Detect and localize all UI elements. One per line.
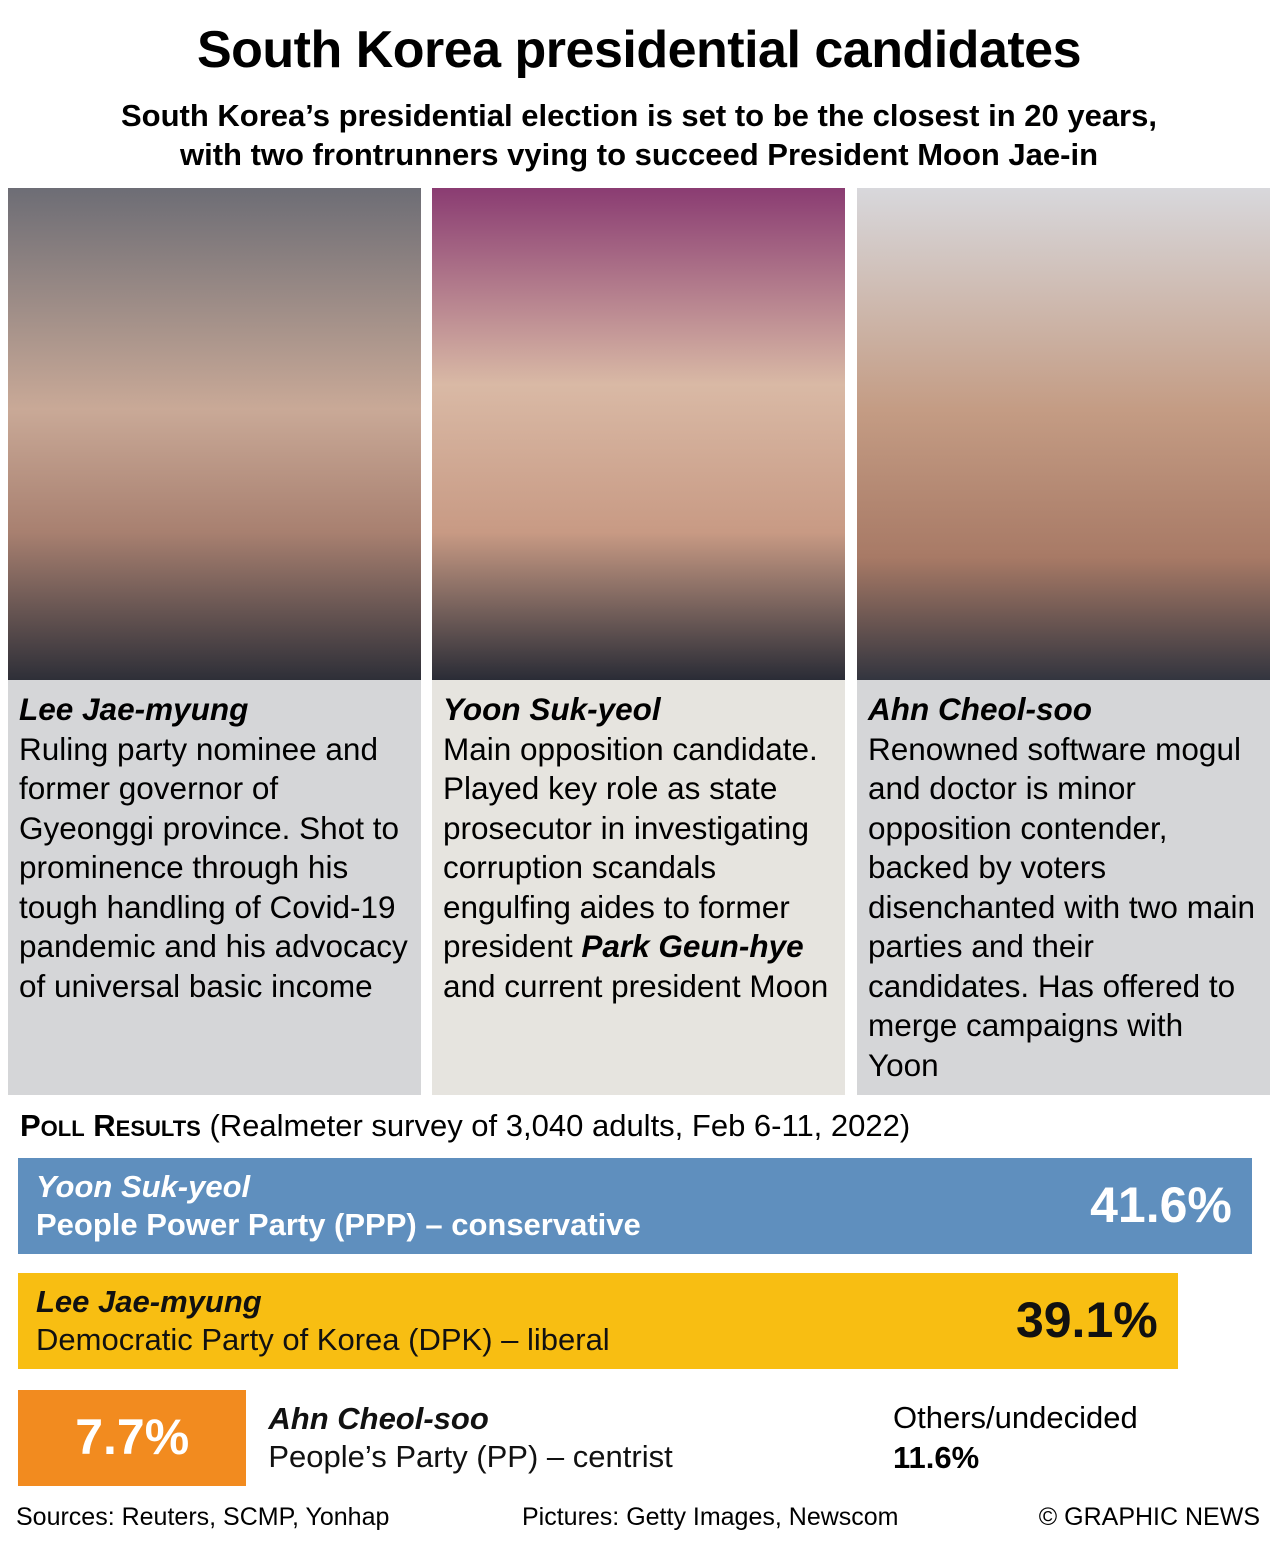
bio-text: Renowned software mogul and doctor is mi… bbox=[868, 730, 1255, 1083]
bio-emphasis: Park Geun-hye bbox=[581, 928, 804, 964]
others-name: Others/undecided bbox=[893, 1400, 1138, 1435]
candidate-name: Lee Jae-myung bbox=[19, 691, 249, 727]
pictures: Pictures: Getty Images, Newscom bbox=[522, 1503, 899, 1531]
poll-subtitle: (Realmeter survey of 3,040 adults, Feb 6… bbox=[209, 1108, 911, 1143]
candidate-bio: Main opposition candidate. Played key ro… bbox=[443, 730, 835, 1007]
bar bbox=[18, 1158, 1252, 1254]
bar-category: Yoon Suk-yeol bbox=[36, 1169, 251, 1204]
poll-heading: Poll Results (Realmeter survey of 3,040 … bbox=[20, 1108, 910, 1144]
value-label: 7.7% bbox=[75, 1409, 190, 1465]
candidate-name: Yoon Suk-yeol bbox=[443, 691, 661, 727]
bar bbox=[18, 1273, 1178, 1369]
sources: Sources: Reuters, SCMP, Yonhap bbox=[16, 1503, 390, 1531]
bar bbox=[18, 1390, 247, 1486]
candidate-name: Ahn Cheol-soo bbox=[868, 691, 1092, 727]
credit: © GRAPHIC NEWS bbox=[1038, 1503, 1260, 1531]
value-label: 41.6% bbox=[1090, 1177, 1232, 1233]
bar-text: Lee Jae-myung Democratic Party of Korea (… bbox=[36, 1283, 610, 1359]
value-label: 39.1% bbox=[1015, 1292, 1158, 1348]
bar-party: People’s Party (PP) – centrist bbox=[268, 1439, 673, 1474]
subtitle: South Korea’s presidential election is s… bbox=[121, 98, 1157, 133]
photo bbox=[857, 188, 1270, 680]
others: Others/undecided 11.6% bbox=[893, 1398, 1138, 1478]
bar-text: Yoon Suk-yeol People Power Party (PPP) – … bbox=[36, 1168, 641, 1244]
bio-text: Main opposition candidate. Played key ro… bbox=[443, 730, 818, 965]
photo bbox=[8, 188, 421, 680]
bio-text: Ruling party nominee and former governor… bbox=[19, 730, 408, 1004]
candidate-bio: Ruling party nominee and former governor… bbox=[19, 730, 411, 1007]
bar-party: People Power Party (PPP) – conservative bbox=[36, 1207, 641, 1242]
bar-text: Ahn Cheol-soo People’s Party (PP) – centr… bbox=[268, 1400, 672, 1476]
bar-category: Lee Jae-myung bbox=[36, 1284, 262, 1319]
bar-party: Democratic Party of Korea (DPK) – libera… bbox=[36, 1322, 610, 1357]
others-value: 11.6% bbox=[893, 1440, 980, 1475]
candidate-box: Yoon Suk-yeol Main opposition candidate. … bbox=[432, 680, 845, 1095]
candidate-box: Ahn Cheol-soo Renowned software mogul and… bbox=[857, 680, 1270, 1095]
photo bbox=[432, 188, 845, 680]
title: South Korea presidential candidates bbox=[196, 21, 1082, 79]
poll-title: Poll Results bbox=[20, 1108, 201, 1143]
candidate-bio: Renowned software mogul and doctor is mi… bbox=[868, 730, 1260, 1086]
bar-category: Ahn Cheol-soo bbox=[268, 1401, 489, 1436]
bio-text: and current president Moon bbox=[443, 967, 829, 1004]
candidate-box: Lee Jae-myung Ruling party nominee and fo… bbox=[8, 680, 421, 1095]
subtitle: with two frontrunners vying to succeed P… bbox=[179, 137, 1099, 172]
